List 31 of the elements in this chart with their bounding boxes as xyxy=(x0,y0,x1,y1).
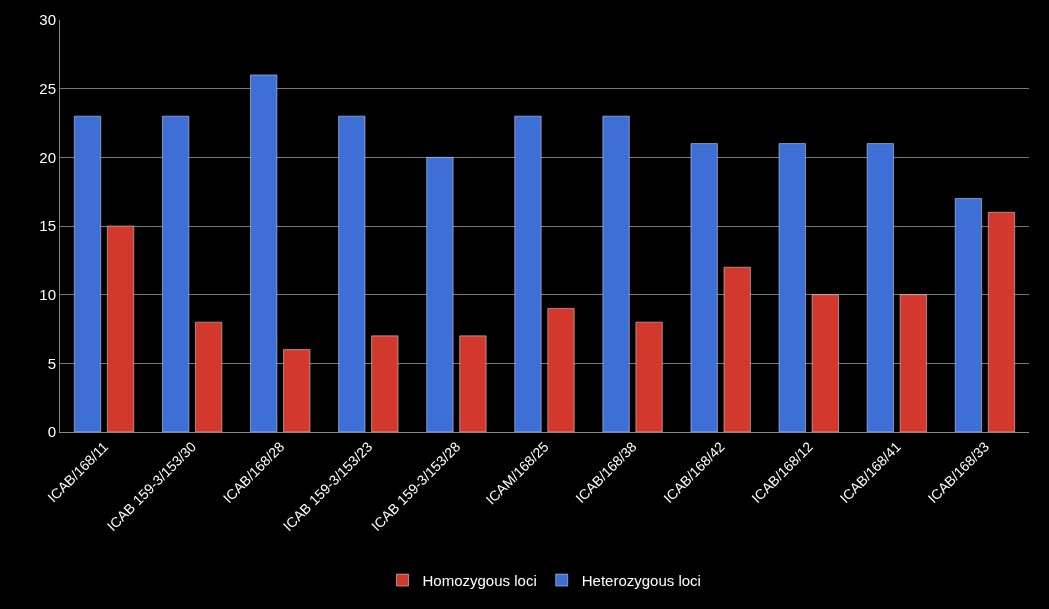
y-tick-label: 25 xyxy=(39,79,56,97)
bar xyxy=(811,294,839,432)
y-tick-label: 30 xyxy=(39,11,56,29)
bar xyxy=(899,294,927,432)
bar xyxy=(283,349,311,432)
bar xyxy=(74,115,101,432)
bar xyxy=(690,143,718,432)
bar xyxy=(602,115,630,432)
bar xyxy=(988,212,1015,432)
bar xyxy=(778,143,806,432)
bar xyxy=(635,321,663,432)
bar xyxy=(338,115,366,432)
bar xyxy=(195,321,223,432)
bar xyxy=(459,335,487,432)
bar xyxy=(954,198,982,432)
bar xyxy=(723,266,751,432)
bar xyxy=(162,115,190,432)
bar xyxy=(426,157,454,432)
bar xyxy=(107,225,135,432)
legend-label: Heterozygous loci xyxy=(581,571,701,589)
bar xyxy=(514,115,542,432)
y-tick-label: 10 xyxy=(39,285,56,303)
bar xyxy=(547,308,575,432)
bar xyxy=(250,74,278,432)
bar xyxy=(371,335,399,432)
y-tick-label: 0 xyxy=(47,423,56,441)
bar xyxy=(866,143,894,432)
y-tick-label: 15 xyxy=(39,217,56,235)
legend-label: Homozygous loci xyxy=(422,571,537,589)
y-tick-label: 5 xyxy=(47,354,56,372)
y-tick-label: 20 xyxy=(39,148,56,166)
